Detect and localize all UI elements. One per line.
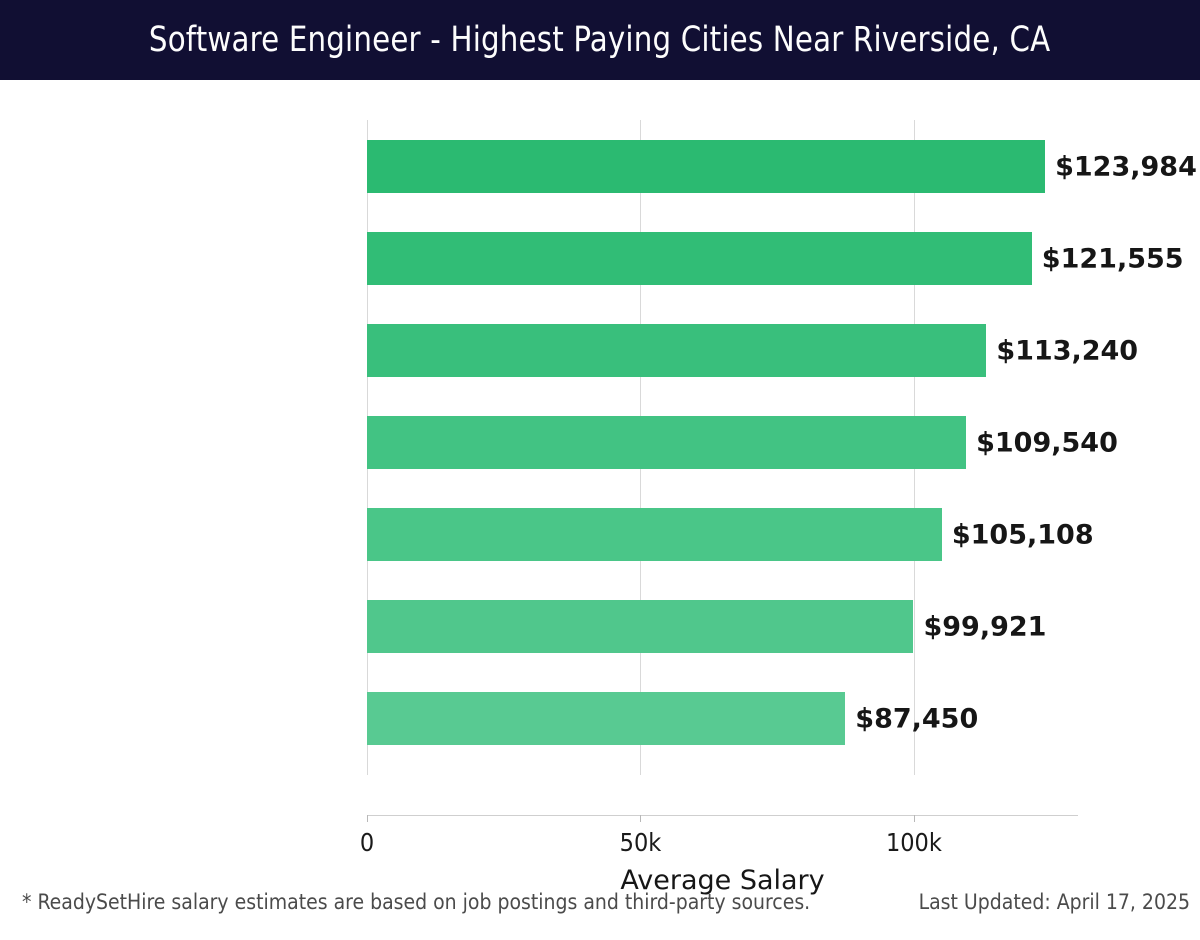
bar-value-label: $87,450 [855,703,979,734]
x-axis-tick [913,815,915,822]
x-axis-line [367,815,1078,816]
bar-row[interactable]: Norco, CA$87,450 [367,692,1078,745]
bar-value-label: $105,108 [951,519,1094,550]
bar-row[interactable]: Redlands, CA$121,555 [367,232,1184,285]
bar-row[interactable]: Rancho Cucamonga, CA$113,240 [367,324,1138,377]
chart-header-banner: Software Engineer - Highest Paying Citie… [0,0,1200,80]
bar[interactable] [367,508,942,561]
bar-value-label: $113,240 [996,335,1139,366]
bar-value-label: $123,984 [1055,151,1197,182]
footnote-text: * ReadySetHire salary estimates are base… [22,890,811,914]
x-axis-tick [367,815,368,822]
bar[interactable] [367,692,846,745]
page-title: Software Engineer - Highest Paying Citie… [149,20,1051,60]
bar[interactable] [367,600,914,653]
x-axis-tick-label: 0 [359,828,375,857]
bar-row[interactable]: Ontario, CA$123,984 [367,140,1197,193]
bar-value-label: $99,921 [923,611,1047,642]
bar-row[interactable]: San Bernardino, CA$105,108 [367,508,1094,561]
bar[interactable] [367,416,967,469]
last-updated-text: Last Updated: April 17, 2025 [918,890,1190,914]
bar-row[interactable]: Fontana, CA$99,921 [367,600,1078,653]
bar[interactable] [367,140,1046,193]
bar[interactable] [367,232,1032,285]
chart-footer: * ReadySetHire salary estimates are base… [0,890,1200,940]
x-axis-tick-label: 50k [619,828,662,857]
bar-row[interactable]: Corona, CA$109,540 [367,416,1118,469]
bar-value-label: $109,540 [976,427,1118,458]
x-axis-tick [640,815,642,822]
plot-area: Ontario, CA$123,984 Redlands, CA$121,555 R… [367,120,1197,775]
x-axis-tick-label: 100k [885,828,942,857]
x-axis-label: Average Salary [620,865,825,896]
bar-value-label: $121,555 [1041,243,1184,274]
bar[interactable] [367,324,987,377]
bar-chart: Ontario, CA$123,984 Redlands, CA$121,555 R… [0,80,1200,896]
